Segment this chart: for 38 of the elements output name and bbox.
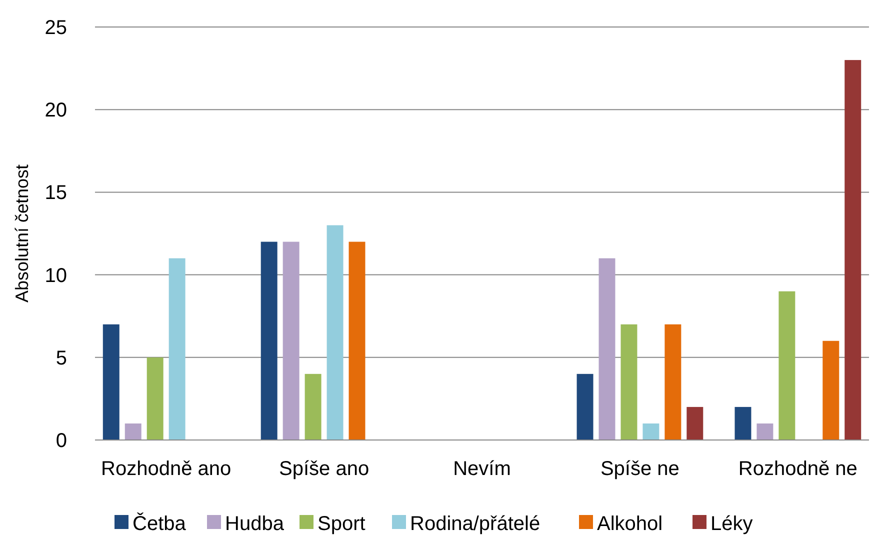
bar bbox=[822, 340, 840, 440]
bar bbox=[576, 374, 594, 440]
y-tick-label: 15 bbox=[44, 182, 67, 204]
bar bbox=[146, 357, 164, 440]
bar bbox=[326, 225, 344, 440]
bar bbox=[168, 258, 186, 440]
legend-label: Hudba bbox=[225, 513, 285, 535]
legend-label: Léky bbox=[710, 513, 753, 535]
y-tick-label: 10 bbox=[44, 264, 67, 287]
bar bbox=[620, 324, 638, 440]
x-tick-label: Rozhodně ano bbox=[101, 458, 232, 480]
y-tick-label: 25 bbox=[44, 17, 67, 39]
bar bbox=[260, 242, 278, 440]
legend-label: Sport bbox=[318, 513, 366, 535]
legend-label: Rodina/přátelé bbox=[410, 513, 540, 535]
bar bbox=[282, 242, 300, 440]
x-tick-label: Spíše ano bbox=[279, 458, 370, 480]
x-tick-label: Rozhodně ne bbox=[738, 458, 858, 480]
legend-label: Četba bbox=[132, 512, 187, 535]
y-tick-label: 5 bbox=[56, 347, 67, 370]
bar bbox=[734, 406, 752, 440]
bar bbox=[304, 374, 322, 440]
y-tick-label: 0 bbox=[56, 430, 67, 452]
bar bbox=[686, 406, 704, 440]
bar bbox=[664, 324, 682, 440]
bar bbox=[598, 258, 616, 440]
bar bbox=[756, 423, 774, 440]
y-tick-label: 20 bbox=[44, 100, 67, 122]
x-tick-label: Nevím bbox=[453, 458, 511, 480]
bar bbox=[102, 324, 120, 440]
legend-label: Alkohol bbox=[597, 513, 663, 535]
bar bbox=[778, 291, 796, 440]
bar bbox=[124, 423, 142, 440]
x-tick-label: Spíše ne bbox=[600, 458, 680, 480]
bar bbox=[348, 242, 366, 440]
bar bbox=[844, 60, 862, 440]
y-axis-title: Absolutní četnost bbox=[12, 164, 32, 303]
bar bbox=[642, 423, 660, 440]
